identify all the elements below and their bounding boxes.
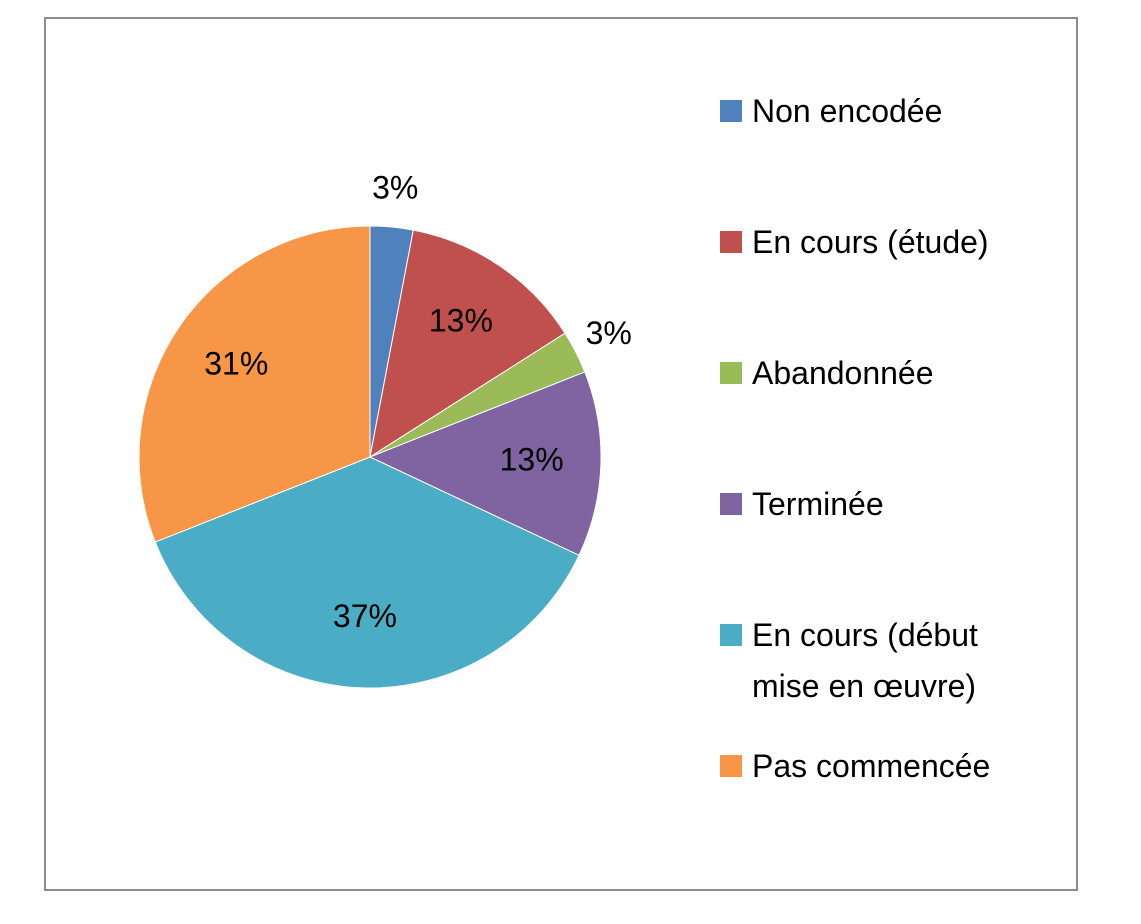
legend-item: En cours (début mise en œuvre) (720, 610, 1020, 712)
legend-label: Non encodée (752, 93, 943, 129)
legend-item: Abandonnée (720, 348, 1020, 399)
legend-item: Pas commencée (720, 741, 1020, 792)
legend-item: Non encodée (720, 86, 1020, 137)
legend-label: Abandonnée (752, 355, 934, 391)
legend-item: En cours (étude) (720, 217, 1020, 268)
legend-label: En cours (étude) (752, 224, 989, 260)
legend: Non encodée En cours (étude) Abandonnée Ter… (720, 86, 1020, 872)
data-label: 31% (204, 346, 268, 382)
legend-label: En cours (début mise en œuvre) (752, 617, 978, 704)
data-label: 13% (429, 303, 493, 339)
legend-label: Terminée (752, 486, 884, 522)
legend-label: Pas commencée (752, 748, 991, 784)
legend-swatch (720, 493, 742, 515)
legend-item: Terminée (720, 479, 1020, 530)
data-label: 3% (586, 315, 632, 351)
legend-swatch (720, 100, 742, 122)
pie-slice (138, 225, 371, 543)
pie-slice (369, 229, 566, 459)
legend-swatch (720, 755, 742, 777)
data-label: 37% (333, 598, 397, 634)
legend-swatch (720, 362, 742, 384)
data-label: 13% (500, 442, 564, 478)
pie-slice (154, 456, 580, 689)
legend-swatch (720, 231, 742, 253)
data-label: 3% (372, 170, 418, 206)
legend-swatch (720, 624, 742, 646)
pie-slice (368, 371, 602, 557)
